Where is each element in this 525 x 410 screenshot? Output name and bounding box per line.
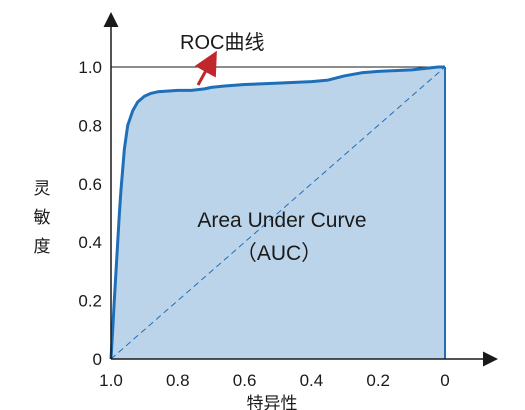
roc-curve-label: ROC曲线	[180, 31, 264, 54]
x-tick-label: 0.8	[166, 371, 190, 390]
y-tick-label: 0	[93, 350, 102, 369]
auc-label-line2: （AUC）	[236, 242, 322, 265]
y-tick-label: 0.2	[78, 292, 102, 311]
y-tick-label: 0.4	[78, 233, 102, 252]
x-tick-label: 0.4	[300, 371, 324, 390]
x-tick-label: 0.6	[233, 371, 257, 390]
x-tick-label: 0	[440, 371, 449, 390]
y-tick-label: 0.6	[78, 175, 102, 194]
x-tick-labels: 1.0 0.8 0.6 0.4 0.2 0	[99, 371, 450, 390]
auc-label-line1: Area Under Curve	[197, 209, 366, 232]
y-tick-labels: 0 0.2 0.4 0.6 0.8 1.0	[78, 58, 102, 369]
y-tick-label: 1.0	[78, 58, 102, 77]
reference-diagonal	[110, 66, 446, 360]
y-axis-label: 灵敏度	[34, 179, 51, 257]
x-tick-label: 0.2	[366, 371, 390, 390]
x-axis-label: 特异性	[247, 394, 298, 410]
y-tick-label: 0.8	[78, 116, 102, 135]
roc-label-arrow	[194, 50, 217, 86]
x-tick-label: 1.0	[99, 371, 123, 390]
roc-curve-line	[109, 65, 445, 360]
